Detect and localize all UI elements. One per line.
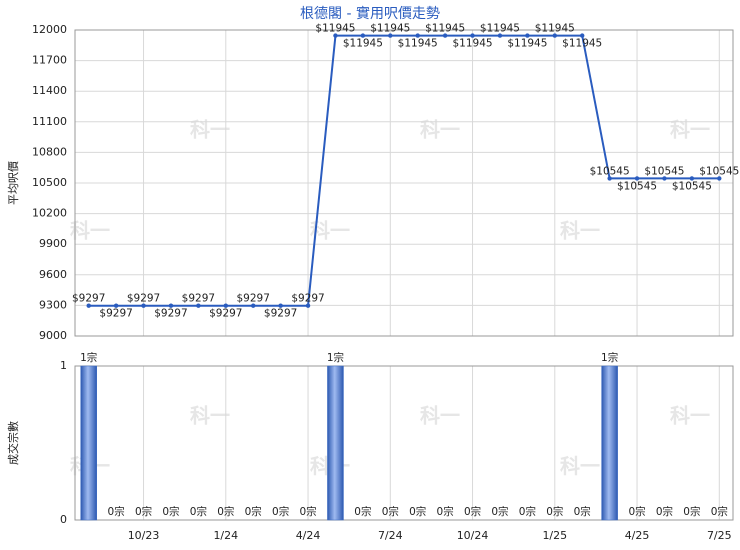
y-tick-label: 9300 [39,298,67,311]
data-label: $9297 [209,308,242,320]
y-tick-label: 9600 [39,268,67,281]
point [470,33,475,38]
watermark: 科一 [670,117,710,141]
x-tick-label: 1/25 [542,529,567,542]
x-tick-label: 7/24 [378,529,403,542]
bar [601,365,618,521]
point [388,33,393,38]
y-tick-label: 0 [60,513,67,526]
data-label: $11945 [480,23,520,35]
watermark: 科一 [560,218,600,242]
data-label: $9297 [127,293,160,305]
data-label: 0宗 [245,505,262,518]
x-tick-label: 10/23 [128,529,160,542]
y-tick-label: 12000 [32,23,67,36]
y-tick-label: 10500 [32,176,67,189]
x-tick-label: 7/25 [707,529,732,542]
data-label: 0宗 [409,505,426,518]
data-label: $10545 [672,180,712,192]
y-tick-label: 11100 [32,115,67,128]
bar [327,365,344,521]
x-tick-label: 10/24 [457,529,489,542]
data-label: $11945 [452,38,492,50]
bar [80,365,97,521]
data-label: $10545 [590,165,630,177]
data-label: 1宗 [601,351,618,364]
x-tick-label: 4/25 [625,529,650,542]
data-label: $11945 [370,23,410,35]
watermark: 科一 [70,218,110,242]
data-label: 0宗 [437,505,454,518]
data-label: 0宗 [299,505,316,518]
x-tick-label: 1/24 [213,529,238,542]
data-label: 0宗 [628,505,645,518]
plot-frame [74,29,734,337]
point [580,33,585,38]
data-label: 0宗 [519,505,536,518]
data-label: 1宗 [327,351,344,364]
data-label: $10545 [644,165,684,177]
data-label: 0宗 [656,505,673,518]
data-label: 0宗 [464,505,481,518]
data-label: $11945 [507,38,547,50]
watermark: 科一 [420,403,460,427]
point [717,176,722,181]
data-label: $9297 [99,308,132,320]
point [497,33,503,38]
data-label: 0宗 [190,505,207,518]
data-label: 0宗 [217,505,234,518]
y-tick-label: 9900 [39,237,67,250]
x-tick-label: 4/24 [296,529,321,542]
data-label: 0宗 [683,505,700,518]
data-label: 0宗 [135,505,152,518]
watermark: 科一 [190,117,230,141]
data-label: $9297 [237,293,270,305]
data-label: $10545 [699,165,739,177]
data-label: $10545 [617,180,657,192]
data-label: 0宗 [382,505,399,518]
data-label: 0宗 [108,505,125,518]
point [333,33,338,38]
data-label: 0宗 [574,505,591,518]
watermark: 科一 [560,454,600,478]
chart-title: 根德閣 - 實用呎價走勢 [300,5,440,22]
data-label: $9297 [182,293,215,305]
data-label: 0宗 [546,505,563,518]
y-axis-title: 平均呎價 [6,161,20,205]
y-tick-label: 10800 [32,145,67,158]
data-label: $9297 [72,293,105,305]
data-label: 0宗 [354,505,371,518]
data-label: $9297 [264,308,297,320]
point [415,33,420,38]
data-label: $11945 [315,23,355,35]
data-label: $9297 [291,293,324,305]
data-label: 1宗 [80,351,97,364]
y-tick-label: 9000 [39,329,67,342]
y-tick-label: 11400 [32,84,67,97]
data-label: $11945 [562,38,602,50]
data-label: $11945 [535,23,575,35]
y-tick-label: 10200 [32,207,67,220]
data-label: 0宗 [162,505,179,518]
watermark: 科一 [670,403,710,427]
point [305,303,311,308]
data-label: $9297 [154,308,187,320]
data-label: 0宗 [491,505,508,518]
data-label: 0宗 [711,505,728,518]
watermark: 科一 [420,117,460,141]
data-label: $11945 [398,38,438,50]
plot-frame [74,365,734,521]
data-label: 0宗 [272,505,289,518]
y-tick-label: 11700 [32,54,67,67]
watermark: 科一 [190,403,230,427]
y-axis-title: 成交宗數 [6,421,20,465]
data-label: $11945 [343,38,383,50]
data-label: $11945 [425,23,465,35]
y-tick-label: 1 [60,359,67,372]
